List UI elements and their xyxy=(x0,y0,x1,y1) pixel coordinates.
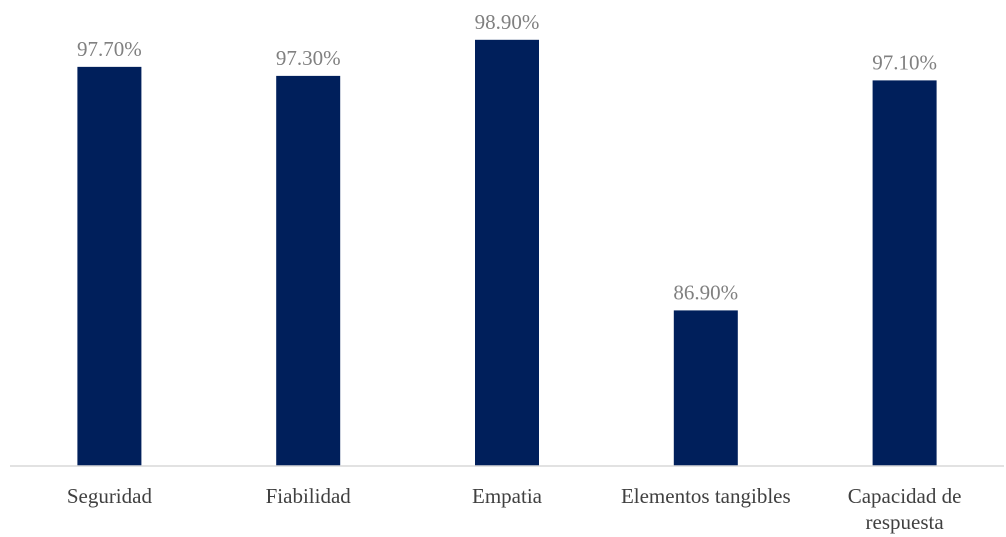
bar-3 xyxy=(673,310,738,466)
category-label-4: Capacidad de respuesta xyxy=(848,484,962,534)
data-label-3: 86.90% xyxy=(673,280,738,304)
bar-4 xyxy=(872,80,937,467)
bar-2 xyxy=(475,39,539,467)
data-label-2: 98.90% xyxy=(475,10,540,34)
data-labels-group: 97.70% 97.30% 98.90% 86.90% 97.10% xyxy=(77,10,937,305)
data-label-4: 97.10% xyxy=(872,50,937,74)
category-label-2: Empatia xyxy=(472,484,543,508)
category-labels-group: Seguridad Fiabilidad Empatia Elementos tang… xyxy=(67,484,962,534)
bar-0 xyxy=(77,66,142,467)
category-label-3: Elementos tangibles xyxy=(621,484,791,508)
bars-group xyxy=(77,39,937,467)
category-label-1: Fiabilidad xyxy=(266,484,352,508)
category-label-0: Seguridad xyxy=(67,484,153,508)
bar-1 xyxy=(276,75,341,466)
data-label-0: 97.70% xyxy=(77,37,142,61)
data-label-1: 97.30% xyxy=(276,46,341,70)
